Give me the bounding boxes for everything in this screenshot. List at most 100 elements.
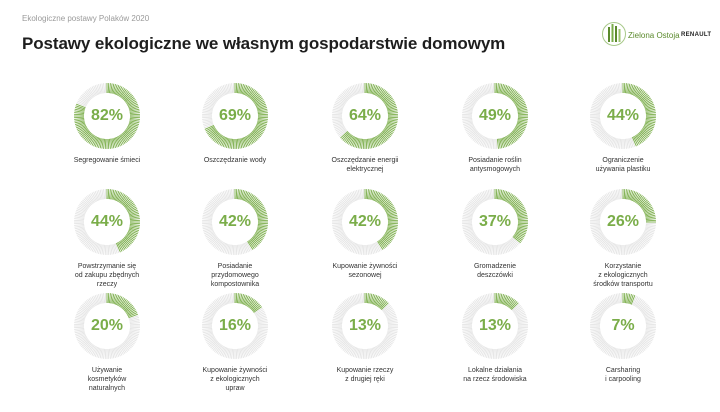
- donut-track: [74, 189, 120, 255]
- donut-value-arc: [340, 83, 398, 149]
- donut-value-arc: [106, 293, 138, 319]
- donut-value-arc: [494, 293, 519, 311]
- donut-percentage: 44%: [606, 107, 640, 124]
- donut-card: 13% Kupowanie rzeczy z drugiej ręki: [310, 292, 420, 412]
- donut-value-arc: [74, 83, 140, 149]
- donut-label: Posiadanie przydomowego kompostownika: [180, 262, 290, 289]
- forest-logo-icon: [602, 22, 626, 46]
- donut-label: Carsharing i carpooling: [568, 366, 678, 384]
- donut-value-arc: [494, 83, 528, 149]
- donut-percentage: 82%: [90, 107, 124, 124]
- donut-track: [590, 293, 656, 359]
- donut-label: Używanie kosmetyków naturalnych: [52, 366, 162, 393]
- donut-label-line: Ograniczenie: [602, 157, 644, 164]
- donut-value-arc: [364, 293, 389, 311]
- donut-track: [76, 83, 107, 108]
- donut-ring: [462, 293, 528, 359]
- donut-percentage: 16%: [218, 317, 252, 334]
- donut-value-arc: [234, 293, 262, 313]
- donut-percentage: 42%: [348, 213, 382, 230]
- donut-label-line: upraw: [225, 385, 245, 392]
- donut-value-arc: [234, 189, 268, 250]
- donut-label: Segregowanie śmieci: [52, 156, 162, 165]
- donut-label: Kupowanie żywności sezonowej: [310, 262, 420, 280]
- donut-label-line: i carpooling: [605, 376, 641, 383]
- donut-ring: [74, 83, 140, 149]
- donut-track: [332, 83, 365, 138]
- donut-card: 82% Segregowanie śmieci: [52, 82, 162, 202]
- donut-ring: [590, 83, 656, 149]
- donut-label-line: kompostownika: [210, 281, 260, 288]
- donut-ring: [332, 189, 398, 255]
- page-title: Postawy ekologiczne we własnym gospodars…: [22, 34, 506, 53]
- donut-label-line: Kupowanie żywności: [202, 367, 268, 374]
- donut-label: Kupowanie rzeczy z drugiej ręki: [310, 366, 420, 384]
- donut-card: 44% Powstrzymanie się od zakupu zbędnych rz…: [52, 188, 162, 308]
- donut-value-arc: [494, 189, 528, 244]
- donut-label-line: Carsharing: [605, 367, 641, 374]
- donut-label: Korzystanie z ekologicznych środków transp…: [568, 262, 678, 289]
- donut-label-line: Segregowanie śmieci: [73, 157, 141, 164]
- donut-label-line: Gromadzenie: [473, 263, 517, 270]
- donut-percentage: 42%: [218, 213, 252, 230]
- donut-card: 7% Carsharing i carpooling: [568, 292, 678, 412]
- donut-ring: [202, 189, 268, 255]
- donut-label: Oszczędzanie wody: [180, 156, 290, 165]
- donut-card: 26% Korzystanie z ekologicznych środków tra…: [568, 188, 678, 308]
- donut-label-line: Posiadanie roślin: [468, 157, 522, 164]
- donut-value-arc: [622, 293, 636, 305]
- donut-label-line: Oszczędzanie energii: [331, 157, 399, 164]
- donut-label-line: Lokalne działania: [467, 367, 523, 374]
- donut-label-line: środków transportu: [593, 281, 653, 288]
- donut-percentage: 64%: [348, 107, 382, 124]
- donut-label-line: Kupowanie żywności: [332, 263, 398, 270]
- donut-label-line: deszczówki: [477, 272, 513, 279]
- donut-label: Ograniczenie używania plastiku: [568, 156, 678, 174]
- donut-ring: [462, 83, 528, 149]
- donut-label: Posiadanie roślin antysmogowych: [440, 156, 550, 174]
- donut-percentage: 44%: [90, 213, 124, 230]
- donut-label-line: kosmetyków: [87, 376, 127, 383]
- donut-label-line: Oszczędzanie wody: [203, 157, 267, 164]
- brand-name: Zielona Ostoja: [628, 31, 680, 40]
- donut-percentage: 49%: [478, 107, 512, 124]
- donut-ring: [74, 293, 140, 359]
- donut-percentage: 7%: [611, 317, 635, 334]
- donut-label-line: z ekologicznych: [598, 272, 648, 279]
- donut-card: 20% Używanie kosmetyków naturalnych: [52, 292, 162, 412]
- donut-card: 13% Lokalne działania na rzecz środowiska: [440, 292, 550, 412]
- donut-card: 16% Kupowanie żywności z ekologicznych upra…: [180, 292, 290, 412]
- donut-percentage: 20%: [90, 317, 124, 334]
- donut-track: [332, 293, 398, 359]
- donut-value-arc: [622, 189, 656, 223]
- donut-label-line: z ekologicznych: [210, 376, 260, 383]
- donut-label-line: Powstrzymanie się: [77, 263, 137, 270]
- donut-label-line: elektrycznej: [346, 166, 384, 173]
- donut-percentage: 69%: [218, 107, 252, 124]
- donut-ring: [462, 189, 528, 255]
- donut-label: Gromadzenie deszczówki: [440, 262, 550, 280]
- donut-label-line: antysmogowych: [469, 166, 521, 173]
- donut-label-line: Korzystanie: [604, 263, 642, 270]
- donut-label: Kupowanie żywności z ekologicznych upraw: [180, 366, 290, 393]
- donut-label-line: sezonowej: [348, 272, 382, 279]
- donut-ring: [590, 189, 656, 255]
- donut-label-line: Posiadanie: [217, 263, 253, 270]
- donut-track: [462, 83, 498, 149]
- donut-percentage: 37%: [478, 213, 512, 230]
- donut-label-line: na rzecz środowiska: [463, 376, 527, 383]
- donut-card: 49% Posiadanie roślin antysmogowych: [440, 82, 550, 202]
- donut-label-line: naturalnych: [88, 385, 126, 392]
- donut-value-arc: [622, 83, 656, 147]
- report-subtitle: Ekologiczne postawy Polaków 2020: [22, 14, 150, 23]
- donut-track: [462, 189, 520, 255]
- donut-track: [202, 83, 235, 129]
- donut-value-arc: [364, 189, 398, 250]
- donut-card: 69% Oszczędzanie wody: [180, 82, 290, 202]
- donut-ring: [202, 293, 268, 359]
- donut-label: Lokalne działania na rzecz środowiska: [440, 366, 550, 384]
- donut-card: 44% Ograniczenie używania plastiku: [568, 82, 678, 202]
- donut-ring: [74, 189, 140, 255]
- donut-card: 42% Kupowanie żywności sezonowej: [310, 188, 420, 308]
- partner-logo-text: RENAULT: [681, 32, 712, 38]
